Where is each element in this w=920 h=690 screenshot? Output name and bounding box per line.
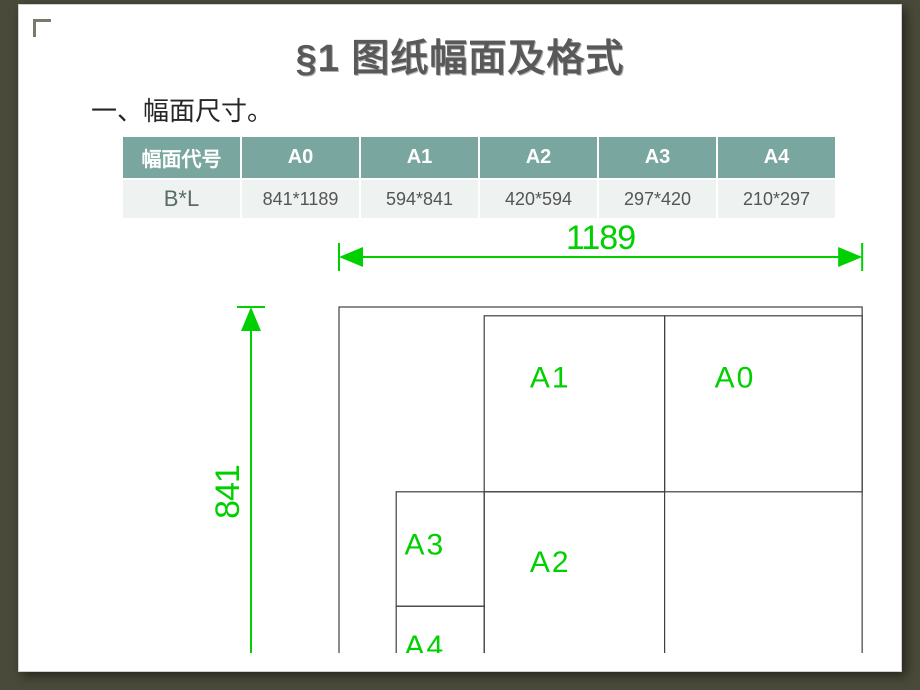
svg-text:A3: A3 — [404, 529, 445, 562]
section-heading: 一、幅面尺寸。 — [91, 91, 273, 128]
table-row: B*L 841*1189 594*841 420*594 297*420 210… — [122, 179, 836, 219]
th-a2: A2 — [479, 136, 598, 179]
svg-text:A0: A0 — [715, 361, 756, 394]
paper-size-diagram: 1189 841 A0 A1 A2 A3 A4 — [189, 223, 869, 653]
size-table: 幅面代号 A0 A1 A2 A3 A4 B*L 841*1189 594*841… — [121, 135, 837, 220]
svg-text:1189: 1189 — [566, 223, 635, 257]
td-a3: 297*420 — [598, 179, 717, 219]
td-a0: 841*1189 — [241, 179, 360, 219]
svg-text:A1: A1 — [530, 361, 571, 394]
svg-text:841: 841 — [209, 465, 247, 519]
td-a4: 210*297 — [717, 179, 836, 219]
svg-text:A4: A4 — [404, 630, 445, 653]
th-a1: A1 — [360, 136, 479, 179]
th-code: 幅面代号 — [122, 136, 241, 179]
th-a4: A4 — [717, 136, 836, 179]
svg-text:A2: A2 — [530, 546, 571, 579]
slide: §1 图纸幅面及格式 一、幅面尺寸。 幅面代号 A0 A1 A2 A3 A4 B… — [18, 4, 902, 672]
td-a2: 420*594 — [479, 179, 598, 219]
table-header-row: 幅面代号 A0 A1 A2 A3 A4 — [122, 136, 836, 179]
td-a1: 594*841 — [360, 179, 479, 219]
th-a0: A0 — [241, 136, 360, 179]
td-rowlabel: B*L — [122, 179, 241, 219]
th-a3: A3 — [598, 136, 717, 179]
page-title: §1 图纸幅面及格式 — [19, 27, 901, 82]
